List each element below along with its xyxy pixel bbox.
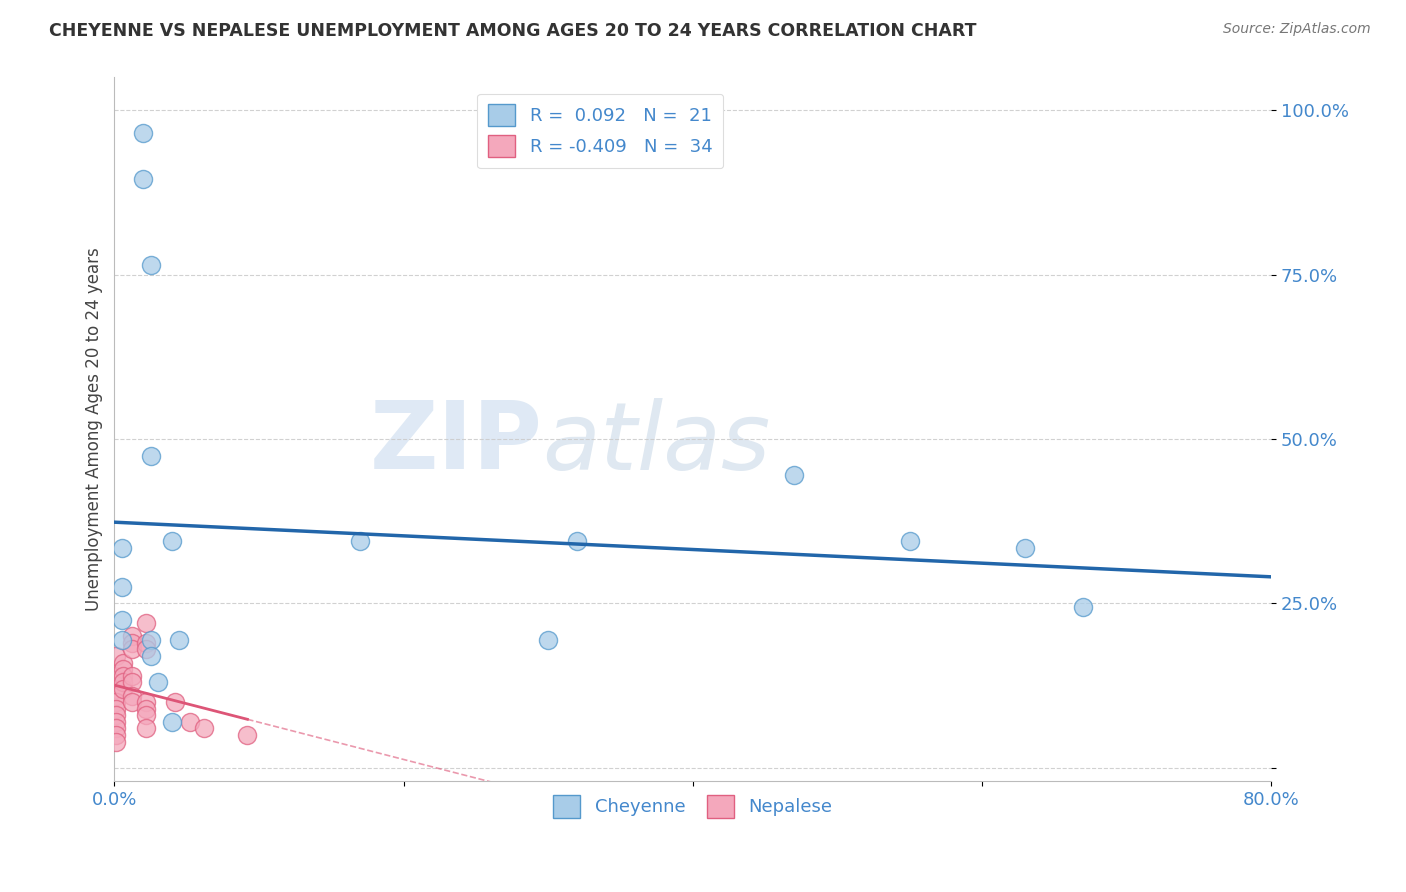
Point — [112, 669, 135, 683]
Point — [104, 689, 127, 703]
Point — [112, 675, 135, 690]
Point — [783, 468, 806, 483]
Point — [169, 632, 191, 647]
Point — [121, 629, 143, 643]
Point — [135, 616, 157, 631]
Point — [121, 636, 143, 650]
Point — [537, 632, 560, 647]
Point — [139, 648, 162, 663]
Point — [104, 681, 127, 696]
Point — [349, 533, 371, 548]
Text: CHEYENNE VS NEPALESE UNEMPLOYMENT AMONG AGES 20 TO 24 YEARS CORRELATION CHART: CHEYENNE VS NEPALESE UNEMPLOYMENT AMONG … — [49, 22, 977, 40]
Text: Source: ZipAtlas.com: Source: ZipAtlas.com — [1223, 22, 1371, 37]
Text: ZIP: ZIP — [370, 397, 543, 490]
Point — [139, 632, 162, 647]
Point — [898, 533, 921, 548]
Point — [1071, 599, 1094, 614]
Legend: Cheyenne, Nepalese: Cheyenne, Nepalese — [546, 789, 839, 825]
Point — [112, 656, 135, 670]
Point — [121, 695, 143, 709]
Point — [1014, 541, 1036, 555]
Point — [104, 722, 127, 736]
Point — [135, 642, 157, 657]
Point — [135, 708, 157, 723]
Point — [111, 632, 134, 647]
Point — [104, 734, 127, 748]
Point — [112, 662, 135, 676]
Point — [179, 714, 201, 729]
Point — [121, 675, 143, 690]
Point — [104, 714, 127, 729]
Point — [121, 642, 143, 657]
Point — [104, 648, 127, 663]
Point — [139, 258, 162, 272]
Point — [112, 681, 135, 696]
Point — [135, 701, 157, 715]
Point — [104, 701, 127, 715]
Point — [162, 714, 184, 729]
Point — [135, 722, 157, 736]
Point — [193, 722, 215, 736]
Point — [135, 636, 157, 650]
Point — [111, 580, 134, 594]
Point — [104, 695, 127, 709]
Point — [162, 533, 184, 548]
Point — [121, 669, 143, 683]
Point — [236, 728, 259, 742]
Point — [139, 449, 162, 463]
Point — [111, 613, 134, 627]
Text: atlas: atlas — [543, 398, 770, 489]
Point — [121, 689, 143, 703]
Point — [104, 708, 127, 723]
Point — [104, 728, 127, 742]
Point — [565, 533, 588, 548]
Point — [135, 695, 157, 709]
Point — [132, 126, 155, 140]
Point — [132, 172, 155, 186]
Point — [104, 669, 127, 683]
Point — [146, 675, 169, 690]
Y-axis label: Unemployment Among Ages 20 to 24 years: Unemployment Among Ages 20 to 24 years — [86, 247, 103, 611]
Point — [111, 541, 134, 555]
Point — [165, 695, 187, 709]
